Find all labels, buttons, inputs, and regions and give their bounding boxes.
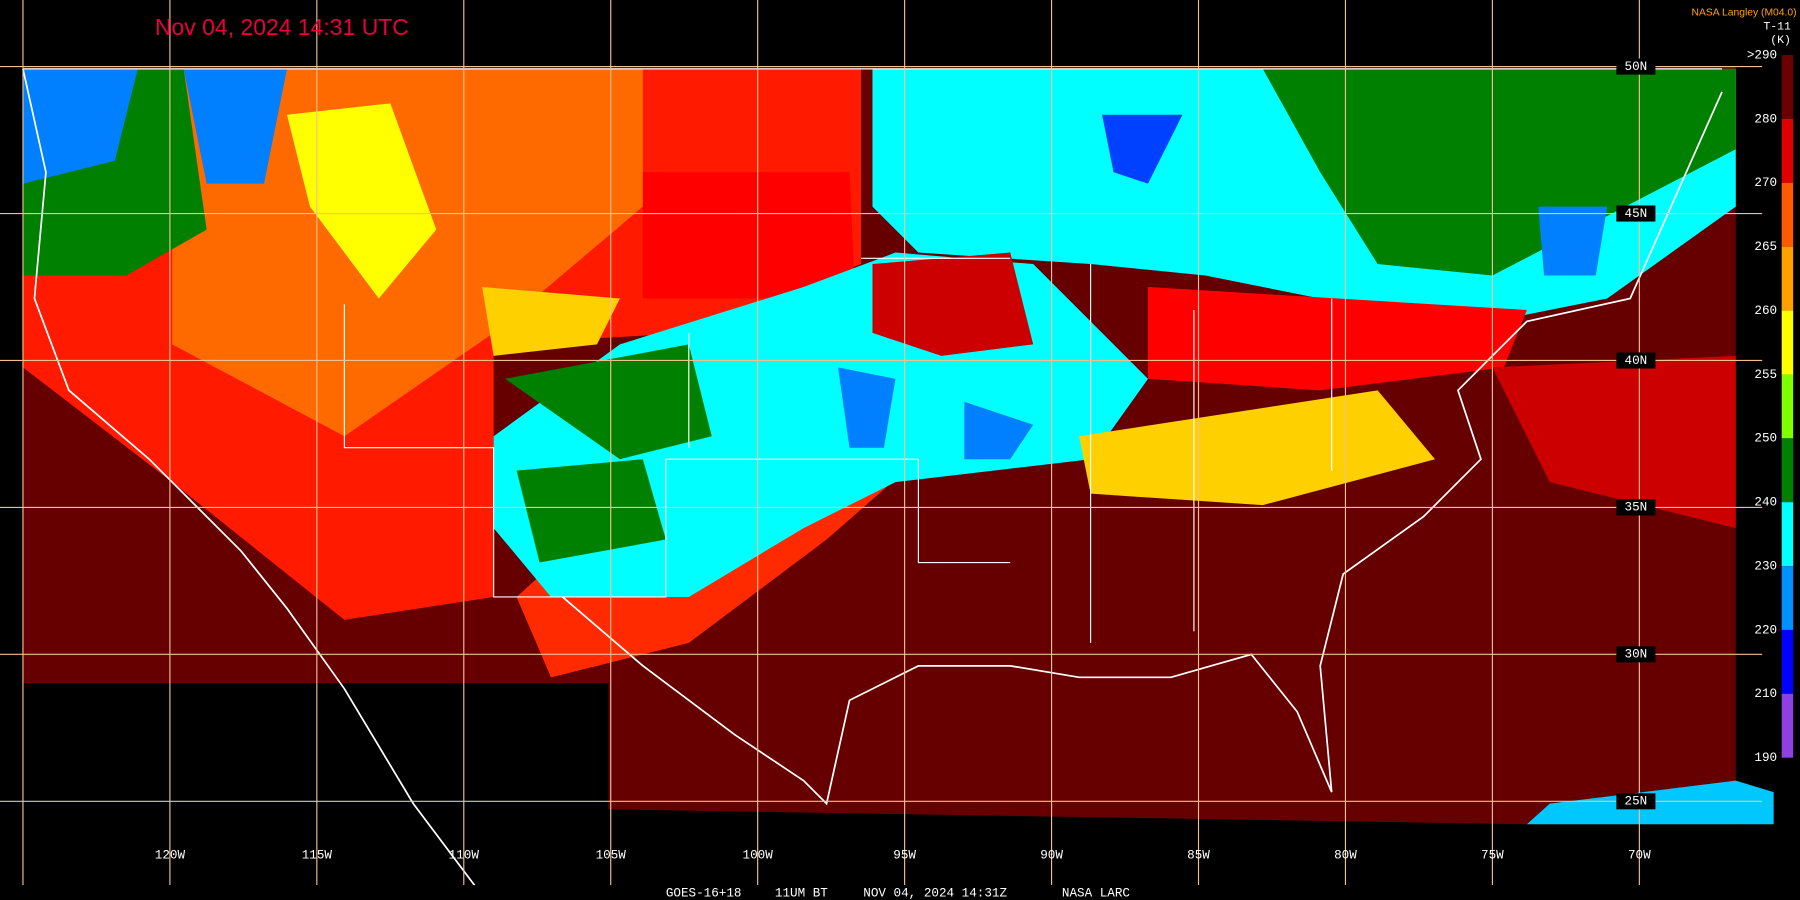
longitude-label: 105W: [596, 848, 627, 863]
colorbar-segment: [1781, 55, 1794, 119]
colorbar-label: 260: [1754, 303, 1777, 318]
cloud-region: [1492, 355, 1736, 529]
coastline: [22, 68, 483, 896]
footer-satellite: GOES-16+18: [666, 885, 742, 900]
imagery: [22, 66, 1774, 825]
colorbar-segment: [1781, 438, 1794, 503]
cloud-region: [482, 287, 620, 356]
colorbar-segment: [1781, 693, 1794, 758]
cloud-region: [642, 172, 856, 299]
graticule: 120W 115W 110W 105W 100W 95W 90W 85W 80W 75W 70W 50…: [0, 0, 1763, 886]
longitude-label: 70W: [1628, 848, 1651, 863]
cloud-region: [22, 68, 207, 276]
colorbar-segment: [1781, 502, 1794, 567]
colorbar-segment: [1781, 310, 1794, 375]
cloud-region: [838, 367, 896, 448]
timestamp: Nov 04, 2024 14:31 UTC: [155, 14, 409, 40]
colorbar: >290 280 270 265 260 255 250 240 230 220 210 190: [1747, 47, 1794, 765]
cloud-region: [22, 68, 138, 184]
unit: (K): [1770, 34, 1791, 47]
colorbar-label: 255: [1754, 367, 1777, 382]
state-lines: [22, 68, 1723, 643]
colorbar-segment: [1781, 118, 1794, 183]
colorbar-label: 230: [1754, 558, 1777, 573]
longitude-label: 115W: [302, 848, 333, 863]
colorbar-segment: [1781, 374, 1794, 439]
colorbar-label: 250: [1754, 431, 1777, 446]
colorbar-label: 265: [1754, 239, 1777, 254]
longitude-label: 100W: [743, 848, 774, 863]
latitude-label: 25N: [1625, 794, 1648, 809]
longitude-label: 85W: [1187, 848, 1210, 863]
colorbar-label: 280: [1754, 111, 1777, 126]
latitude-label: 45N: [1625, 206, 1648, 221]
latitude-label-bg: [1616, 793, 1656, 810]
colorbar-label: 240: [1754, 495, 1777, 510]
colorbar-label: >290: [1747, 47, 1777, 62]
colorbar-segment: [1781, 246, 1794, 311]
cloud-region: [964, 401, 1034, 460]
colorbar-label: 270: [1754, 175, 1777, 190]
footer-channel: 11UM BT: [775, 885, 828, 900]
colorbar-segment: [1781, 566, 1794, 630]
latitude-label: 50N: [1625, 59, 1648, 74]
latitude-label: 40N: [1625, 353, 1648, 368]
cloud-region: [183, 68, 287, 184]
cloud-region: [872, 252, 1034, 356]
cloud-region: [1102, 114, 1183, 184]
latitude-label-bg: [1616, 352, 1656, 369]
longitude-label: 95W: [893, 848, 916, 863]
colorbar-label: 210: [1754, 686, 1777, 701]
latitude-label: 30N: [1625, 647, 1648, 662]
colorbar-segment: [1781, 182, 1794, 247]
colorbar-label: 190: [1754, 750, 1777, 765]
longitude-label: 120W: [155, 848, 186, 863]
longitude-label: 75W: [1481, 848, 1504, 863]
cloud-region: [287, 103, 437, 299]
latitude-label-bg: [1616, 58, 1656, 75]
longitude-label: 90W: [1040, 848, 1063, 863]
latitude-label: 35N: [1625, 500, 1648, 515]
footer-bar: [0, 885, 1800, 900]
colorbar-segment: [1781, 629, 1794, 694]
colorbar-label: 220: [1754, 622, 1777, 637]
latitude-label-bg: [1616, 499, 1656, 516]
longitude-label: 80W: [1334, 848, 1357, 863]
product: T-11: [1763, 20, 1791, 33]
footer-agency: NASA LARC: [1062, 885, 1131, 900]
latitude-label-bg: [1616, 646, 1656, 663]
cloud-region: [505, 344, 712, 460]
cloud-region: [1538, 206, 1608, 276]
cloud-region: [516, 459, 666, 563]
longitude-label: 110W: [449, 848, 480, 863]
cloud-region: [1262, 68, 1736, 276]
latitude-label-bg: [1616, 205, 1656, 222]
source: NASA Langley (M04.0): [1692, 7, 1797, 18]
footer-time: NOV 04, 2024 14:31Z: [863, 885, 1007, 900]
cloud-region: [1148, 287, 1527, 391]
